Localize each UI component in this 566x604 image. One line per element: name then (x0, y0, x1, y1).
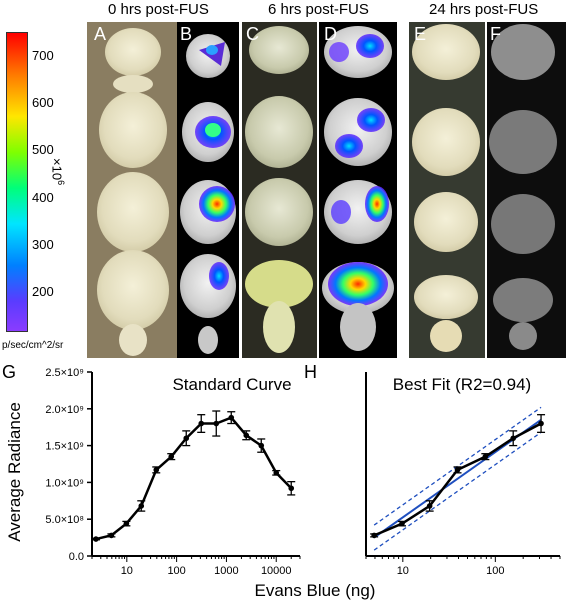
panel-b (177, 22, 239, 358)
y-axis-label: Average Radiance (5, 402, 24, 542)
panel-label-a: A (94, 24, 107, 44)
g-data-point (228, 414, 235, 421)
g-x-tick-label: 100 (167, 565, 185, 577)
colorbar-tick-label: 300 (32, 236, 54, 252)
h-data-point (426, 503, 433, 509)
h-title: Best Fit (R2=0.94) (393, 375, 531, 394)
header-24hrs: 24 hrs post-FUS (429, 1, 539, 18)
g-title: Standard Curve (172, 375, 291, 394)
colorbar-tick-label: 700 (32, 47, 54, 63)
g-data-point (123, 520, 130, 527)
h-x-tick-label: 10 (397, 565, 409, 577)
g-y-tick-label: 5.0×10⁸ (45, 514, 84, 526)
charts: Standard Curve Best Fit (R2=0.94) Evans … (5, 367, 561, 600)
panel-f (485, 22, 566, 358)
panel-e (409, 22, 485, 358)
h-data-point (399, 520, 405, 527)
g-data-point (138, 503, 145, 509)
g-y-tick-label: 1.0×10⁹ (45, 477, 84, 489)
header-0hrs: 0 hrs post-FUS (108, 1, 209, 18)
g-x-tick-label: 10000 (261, 565, 292, 577)
header-6hrs: 6 hrs post-FUS (268, 1, 369, 18)
g-data-point (213, 420, 220, 427)
h-x-tick-label: 100 (486, 565, 504, 577)
x-axis-label: Evans Blue (ng) (255, 581, 376, 600)
g-x-tick-label: 10 (121, 565, 133, 577)
g-y-tick-label: 2.0×10⁹ (45, 404, 84, 416)
panel-label-h: H (304, 362, 317, 382)
g-x-tick-label: 1000 (214, 565, 238, 577)
g-data-point (108, 532, 115, 539)
colorbar-units: p/sec/cm^2/sr (2, 340, 64, 351)
colorbar-tick-label: 400 (32, 189, 54, 205)
colorbar-tick-label: 600 (32, 94, 54, 110)
g-data-point (198, 420, 205, 427)
g-y-tick-label: 2.5×10⁹ (45, 367, 84, 379)
g-data-point (258, 442, 265, 449)
g-y-tick-label: 0.0 (69, 551, 84, 563)
h-data-point (482, 453, 489, 460)
g-data-point (153, 467, 160, 473)
h-data-point (538, 420, 544, 427)
panel-label-e: E (414, 24, 427, 44)
g-data-point (273, 470, 280, 476)
panel-d (319, 22, 397, 358)
h-ci-low-line (373, 431, 542, 551)
g-series-line (95, 416, 293, 541)
panel-label-g: G (2, 362, 17, 382)
h-ci-high-line (373, 406, 542, 526)
brain-image-panels (87, 22, 566, 358)
panel-label-d: D (324, 24, 337, 44)
h-data-point (371, 532, 377, 539)
panel-a (87, 22, 177, 358)
panel-c (242, 22, 317, 358)
panel-label-b: B (180, 24, 193, 44)
g-data-point (288, 485, 295, 492)
panel-label-c: C (246, 24, 259, 44)
g-data-point (93, 536, 99, 542)
h-data-point (510, 435, 517, 442)
g-data-point (183, 435, 190, 442)
colorbar-multiplier: ×106 (49, 158, 66, 186)
colorbar-tick-label: 500 (32, 142, 54, 158)
colorbar (6, 32, 28, 332)
panel-label-f: F (490, 24, 501, 44)
g-data-point (243, 432, 250, 439)
g-data-point (168, 453, 175, 460)
g-y-tick-label: 1.5×10⁹ (45, 441, 84, 453)
h-data-point (454, 467, 461, 473)
colorbar-tick-label: 200 (32, 284, 54, 300)
